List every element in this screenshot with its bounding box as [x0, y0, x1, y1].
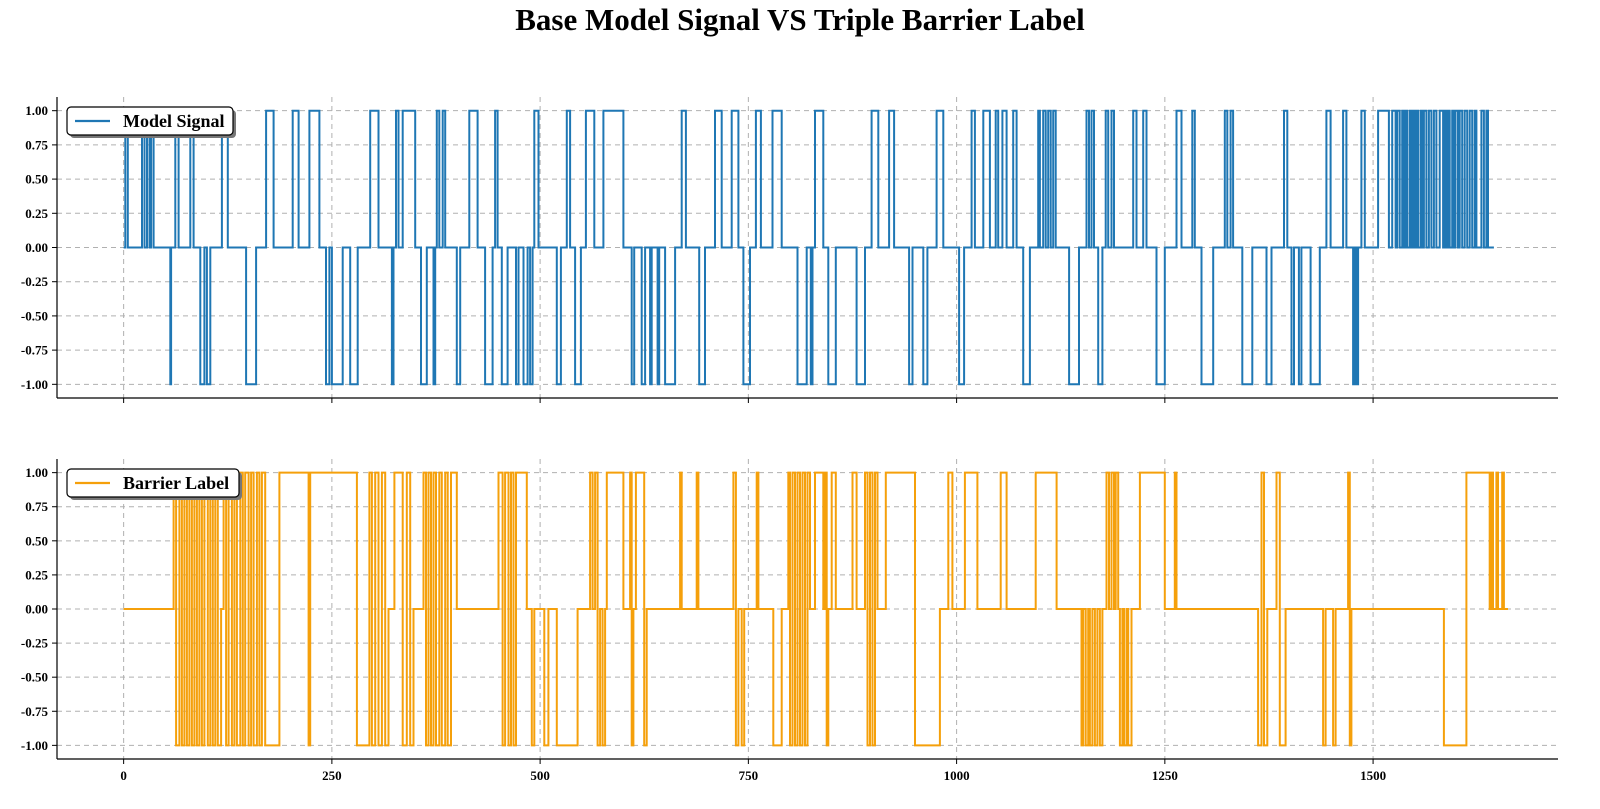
- x-tick-label: 750: [739, 768, 759, 783]
- y-tick-label: -0.75: [21, 343, 49, 358]
- x-tick-label: 500: [530, 768, 550, 783]
- y-tick-label: -1.00: [21, 738, 48, 753]
- y-tick-label: -0.25: [21, 274, 49, 289]
- subplot-1: 1.00 0.75 0.50 0.25 0.00 -0.25 -0.50 -0.75 -1.00…: [21, 97, 1558, 403]
- y-tick-label: 1.00: [25, 103, 48, 118]
- figure-title: Base Model Signal VS Triple Barrier Labe…: [515, 2, 1085, 37]
- subplot-2: 1.00 0.75 0.50 0.25 0.00 -0.25 -0.50 -0.75 -1.00…: [21, 459, 1558, 783]
- y-tick-label: 0.75: [25, 499, 48, 514]
- legend: Model Signal: [66, 106, 236, 138]
- legend: Barrier Label: [66, 468, 242, 500]
- y-tick-label: 0.25: [25, 567, 48, 582]
- legend-label: Barrier Label: [123, 473, 229, 493]
- y-tick-label: 0.25: [25, 206, 48, 221]
- legend-box: [66, 106, 234, 136]
- x-tick-label: 1500: [1360, 768, 1386, 783]
- y-tick-label: 0.50: [25, 172, 48, 187]
- y-tick-label: 0.00: [25, 602, 48, 617]
- y-tick-label: 0.00: [25, 240, 48, 255]
- y-tick-label: 0.50: [25, 533, 48, 548]
- series-line-1: [123, 109, 1494, 386]
- x-tick-label: 1000: [944, 768, 970, 783]
- x-tick-label: 250: [322, 768, 342, 783]
- y-tick-label: -0.75: [21, 704, 49, 719]
- y-tick-label: -0.50: [21, 670, 48, 685]
- legend-label: Model Signal: [123, 111, 225, 131]
- y-tick-label: -0.25: [21, 636, 49, 651]
- legend-box: [66, 468, 240, 498]
- y-tick-label: 1.00: [25, 465, 48, 480]
- y-tick-label: -1.00: [21, 377, 48, 392]
- series-line-2: [123, 471, 1508, 747]
- y-tick-label: -0.50: [21, 308, 48, 323]
- x-tick-label: 0: [120, 768, 127, 783]
- x-tick-label: 1250: [1152, 768, 1178, 783]
- y-tick-label: 0.75: [25, 137, 48, 152]
